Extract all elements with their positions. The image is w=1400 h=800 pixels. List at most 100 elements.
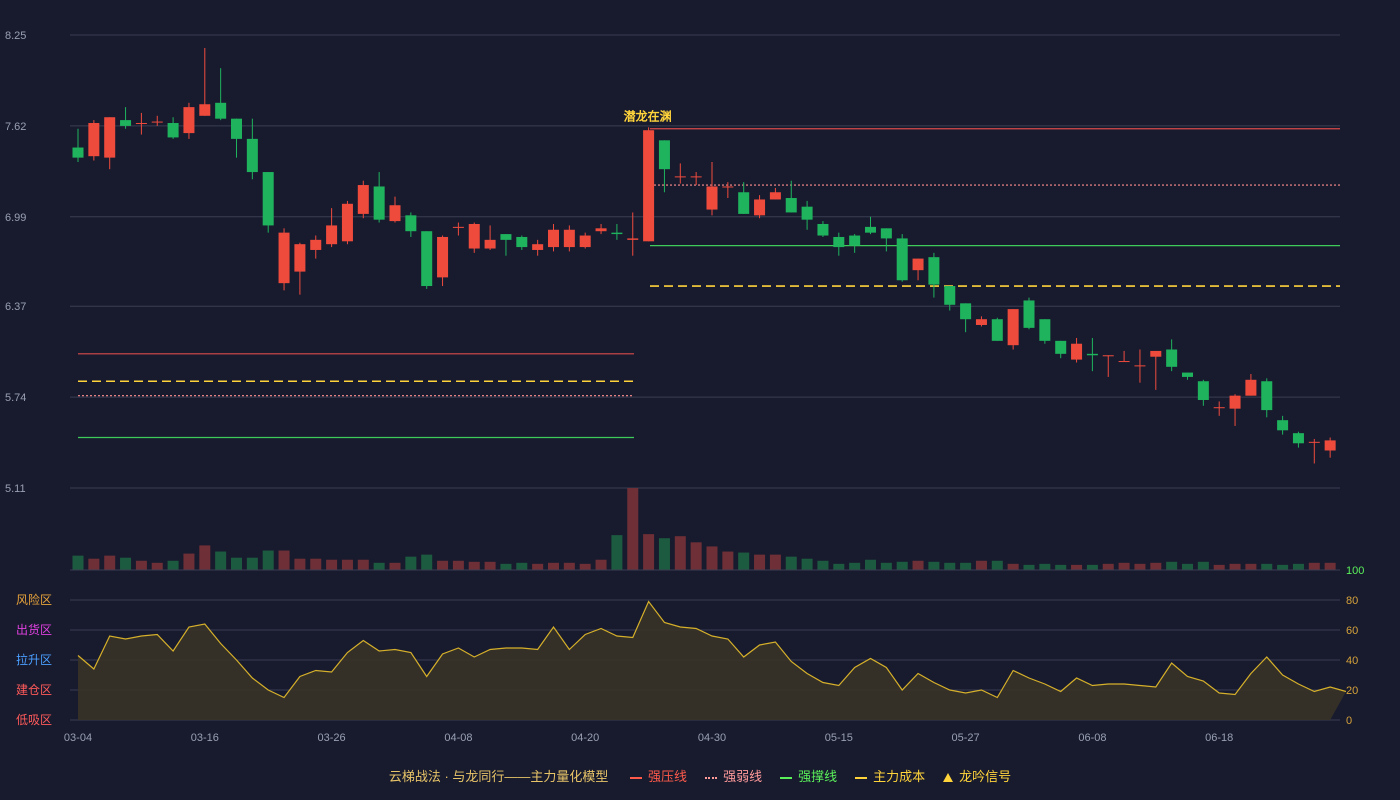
volume-bar (738, 552, 750, 570)
candle-body (516, 236, 528, 248)
volume-bar (135, 560, 147, 570)
volume-bar (1086, 564, 1098, 570)
volume-bar (532, 563, 544, 570)
zone-label: 出货区 (16, 622, 52, 637)
candle-body (104, 117, 116, 158)
volume-bar (865, 559, 876, 570)
candle-body (706, 186, 718, 210)
volume-bar (833, 563, 845, 570)
candle-body (167, 123, 179, 138)
candle-body (579, 235, 591, 248)
volume-bar (421, 554, 433, 570)
volume-bar (896, 561, 908, 570)
candle-body (1277, 420, 1289, 431)
x-tick-label: 04-20 (571, 732, 599, 744)
volume-bar (1071, 564, 1083, 570)
candle-body (1039, 319, 1051, 341)
candle-body (690, 176, 702, 178)
volume-bar (817, 560, 829, 570)
volume-bar (1166, 561, 1178, 570)
legend-marker (705, 776, 718, 779)
indicator-tick-label: 0 (1346, 715, 1352, 727)
volume-bar (960, 562, 972, 570)
legend-marker (780, 776, 793, 779)
volume-bar (88, 558, 100, 570)
indicator-tick-label: 60 (1346, 625, 1358, 637)
volume-bar (500, 563, 512, 570)
candle-body (1118, 361, 1130, 363)
candle-body (849, 235, 861, 246)
indicator-tick-label: 80 (1346, 595, 1358, 607)
volume-bar (912, 560, 924, 570)
candle-body (896, 238, 908, 281)
candle-body (405, 215, 417, 232)
candle-body (674, 176, 686, 178)
volume-bar (579, 563, 591, 570)
legend-item[interactable]: 强压线 (630, 766, 687, 785)
candle-body (1150, 350, 1162, 357)
volume-bar (1197, 561, 1209, 570)
candle-body (1134, 365, 1146, 367)
price-tick-label: 7.62 (5, 121, 26, 133)
volume-bar (310, 558, 322, 570)
chart-legend: 云梯战法 · 与龙同行——主力量化模型 强压线 强弱线 强撑线 主力成本 龙吟信号 (0, 766, 1400, 785)
volume-bar (754, 554, 766, 570)
volume-bar (880, 562, 892, 570)
volume-bar (437, 560, 449, 570)
candle-body (262, 172, 274, 226)
volume-bar (215, 551, 227, 570)
volume-bar (627, 488, 639, 570)
legend-item[interactable]: 强撑线 (780, 766, 837, 785)
candle-body (865, 226, 876, 233)
candle-body (1292, 433, 1304, 444)
candle-body (563, 229, 575, 248)
volume-bar (1055, 564, 1067, 570)
zone-label: 风险区 (16, 592, 52, 607)
legend-label: 强压线 (648, 769, 688, 784)
legend-marker (943, 773, 954, 783)
candle-body (452, 226, 464, 228)
legend-label: 主力成本 (873, 769, 926, 784)
volume-bar (785, 556, 797, 570)
volume-bar (357, 559, 369, 570)
zone-label: 拉升区 (16, 652, 52, 667)
x-tick-label: 04-08 (444, 732, 472, 744)
candlestick-chart: 8.25 7.62 6.99 6.37 5.74 5.11 100 80 60 40 20 0 风险区出… (5, 30, 1364, 744)
legend-items: 强压线 强弱线 强撑线 主力成本 龙吟信号 (612, 769, 1011, 784)
candle-body (928, 257, 940, 285)
candle-body (278, 232, 290, 284)
candle-body (1261, 381, 1273, 411)
indicator-tick-label: 20 (1346, 685, 1358, 697)
legend-label: 龙吟信号 (959, 769, 1012, 784)
candle-body (389, 205, 401, 222)
volume-bar (1039, 563, 1051, 570)
candle-body (151, 121, 163, 123)
volume-bar (1150, 562, 1162, 570)
volume-bar (72, 555, 84, 570)
candle-body (421, 231, 433, 287)
legend-item[interactable]: 强弱线 (705, 766, 762, 785)
volume-bar (1308, 562, 1320, 570)
candle-body (341, 203, 353, 242)
volume-bar (1023, 564, 1035, 570)
candle-body (246, 138, 258, 173)
volume-bar (405, 556, 417, 570)
candle-body (215, 102, 227, 119)
candle-body (437, 236, 449, 278)
candle-body (912, 258, 924, 271)
candle-body (1324, 440, 1336, 451)
volume-bar (1229, 563, 1241, 570)
candle-body (326, 225, 338, 245)
indicator-line (77, 600, 1347, 699)
legend-item[interactable]: 主力成本 (855, 766, 925, 785)
indicator-area (78, 601, 1346, 720)
zone-label: 低吸区 (16, 713, 52, 727)
candle-body (611, 232, 623, 235)
legend-marker (630, 776, 643, 779)
volume-bar (801, 558, 813, 570)
candle-body (833, 236, 845, 248)
legend-item[interactable]: 龙吟信号 (943, 766, 1011, 785)
volume-bar (262, 550, 274, 570)
candle-body (880, 228, 892, 239)
volume-bar (452, 560, 464, 570)
